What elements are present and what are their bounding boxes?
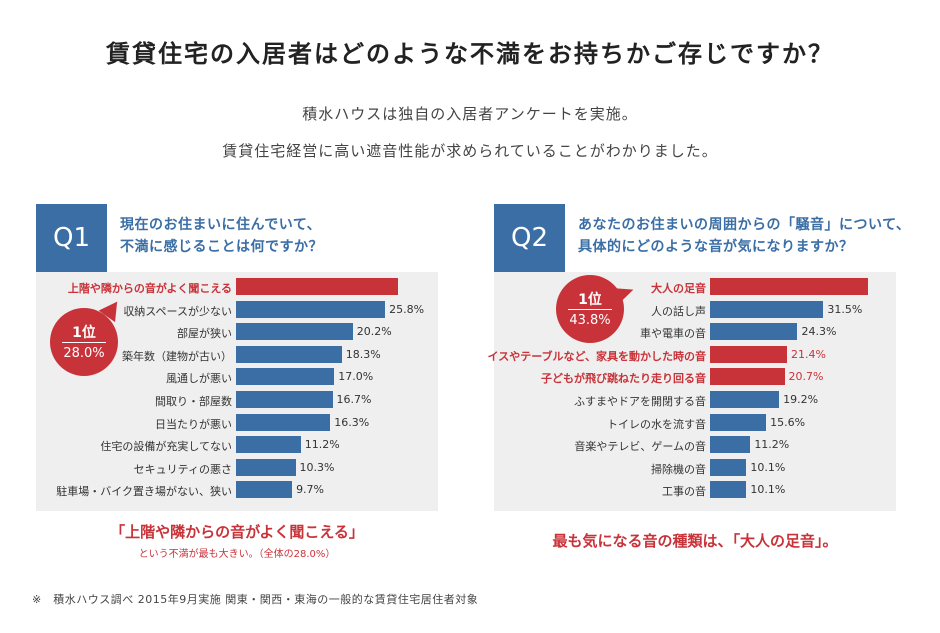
q1-bar [236,458,296,476]
q1-question-line-1: 現在のお住まいに住んでいて、 [120,217,322,233]
q2-bar-value: 10.1% [750,460,786,474]
q2-bar-value: 24.3% [801,325,837,339]
q2-bar [710,481,747,499]
q2-bar-label: 工事の音 [662,485,706,499]
q2-bar-label: イスやテーブルなど、家具を動かした時の音 [487,349,706,363]
q1-summary-headline: 「上階や隣からの音がよく聞こえる」 [110,523,364,541]
q2-panel: Q2 あなたのお住まいの周囲からの「騒音」について、 具体的にどのような音が気に… [488,204,911,511]
q2-bar-label: 子どもが飛び跳ねたり走り回る音 [541,372,706,386]
q2-bar [710,323,798,341]
q2-bar [710,278,868,295]
q1-summary-detail: という不満が最も大きい。（全体の28.0%） [138,549,336,560]
q1-bar-value: 9.7% [296,483,325,497]
q2-callout-divider [568,309,612,310]
q2-summary: 最も気になる音の種類は、「大人の足音」。 [552,532,838,550]
q1-bar [236,300,386,318]
q2-bar-value: 11.2% [754,438,790,452]
q1-bar-value: 18.3% [345,347,381,361]
q2-bar-value: 10.1% [750,483,786,497]
q1-bar-value: 10.3% [299,460,335,474]
q2-bar-chart: 大人の足音人の話し声 31.5% 車や電車の音 24.3% イスやテーブルなど、家具を動… [488,204,896,511]
q2-bar-label: 人の話し声 [651,304,706,318]
q2-bar-label: 車や電車の音 [640,327,706,341]
q2-bar [710,458,747,476]
q1-bar [236,436,301,454]
q1-bar-label: 住宅の設備が充実してない [100,440,232,454]
q1-callout-value: 28.0% [63,346,105,361]
q1-bar-label: 風通しが悪い [166,372,232,386]
q2-bar-label: 掃除機の音 [651,462,706,476]
q1-bar-label: 築年数（建物が古い） [122,349,232,363]
q1-bar-label: 収納スペースが少ない [123,304,232,318]
q2-question-line-2: 具体的にどのような音が気になりますか？ [578,239,854,255]
q1-bar-value: 16.3% [334,415,370,429]
q2-bar-value: 19.2% [783,393,819,406]
q2-bar [710,436,751,454]
q2-bar [710,345,788,363]
q2-bar-label: 音楽やテレビ、ゲームの音 [574,440,706,454]
q2-badge: Q2 [494,204,565,272]
q1-bar-chart: 上階や隣からの音がよく聞こえる収納スペースが少ない 25.8% 部屋が狭い 20.2%… [36,204,438,511]
q2-bar-value: 21.4% [791,347,826,361]
q1-bar-label: 上階や隣からの音がよく聞こえる [67,282,232,295]
q1-question: 現在のお住まいに住んでいて、 不満に感じることは何ですか？ [120,214,435,258]
q1-bar-label: セキュリティの悪さ [133,462,232,476]
q2-callout-rank: 1位 [578,292,602,308]
footnote: ※ 積水ハウス調べ 2015年9月実施 関東・関西・東海の一般的な賃貸住宅居住者… [32,593,479,606]
q1-bar-value: 20.2% [356,325,392,339]
q1-rank-callout: 1位 28.0% [50,308,118,376]
q2-bar-label: 大人の足音 [651,282,706,295]
q2-bar-value: 20.7% [788,370,824,384]
q1-bar-value: 25.8% [389,302,425,316]
q2-bar [710,368,785,386]
q1-bar [236,345,342,363]
q2-bar-label: ふすまやドアを開閉する音 [574,395,706,408]
q1-bar-value: 17.0% [338,370,374,384]
q1-badge: Q1 [36,204,107,272]
q2-question: あなたのお住まいの周囲からの「騒音」について、 具体的にどのような音が気になりま… [578,214,911,258]
q1-bar-label: 部屋が狭い [177,327,232,341]
q2-rank-callout: 1位 43.8% [556,275,624,343]
q1-callout-divider [62,342,106,343]
q1-panel: Q1 現在のお住まいに住んでいて、 不満に感じることは何ですか？ 上階や隣からの… [36,204,438,511]
q1-bar-label: 日当たりが悪い [155,417,232,431]
intro-line-2: 賃貸住宅経営に高い遮音性能が求められていることがわかりました。 [222,142,718,160]
q2-bar [710,413,767,431]
q1-bar-label: 駐車場・バイク置き場がない、狭い [56,485,232,499]
q1-question-line-2: 不満に感じることは何ですか？ [120,239,323,255]
q2-bar-value: 31.5% [827,302,863,316]
q1-bar [236,481,293,499]
q1-bar [236,391,333,408]
q1-bar [236,278,398,295]
q1-bar [236,323,353,341]
q2-question-line-1: あなたのお住まいの周囲からの「騒音」について、 [578,217,911,233]
intro-line-1: 積水ハウスは独自の入居者アンケートを実施。 [302,105,638,123]
q1-bar-value: 11.2% [304,438,340,452]
q1-callout-rank: 1位 [72,325,96,341]
q1-bar [236,413,331,431]
q2-callout-value: 43.8% [569,313,611,328]
page-title: 賃貸住宅の入居者はどのような不満をお持ちかご存じですか？ [106,40,834,68]
q1-bar-value: 16.7% [336,393,372,406]
q2-bar [710,391,780,408]
q2-bar-value: 15.6% [770,415,806,429]
q2-bar-label: トイレの水を流す音 [607,417,706,431]
q1-bar-label: 間取り・部屋数 [155,395,232,408]
q1-bar [236,368,335,386]
q2-bar [710,300,824,318]
